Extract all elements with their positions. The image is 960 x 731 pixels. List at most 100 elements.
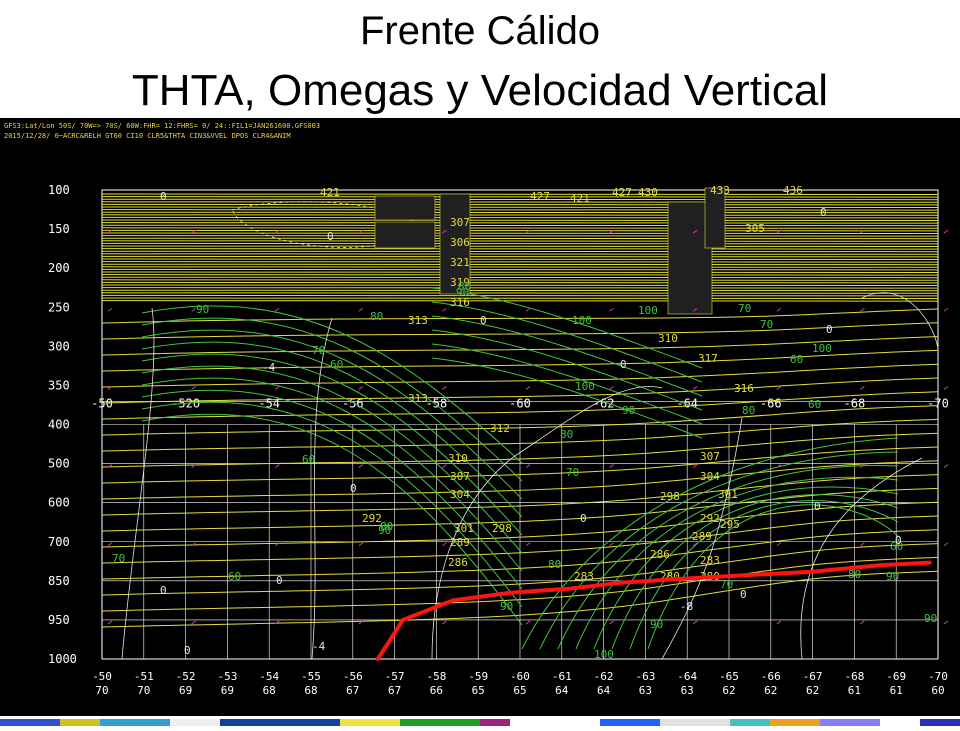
theta-label: 310 (658, 332, 678, 345)
omega-label: 60 (228, 570, 241, 583)
theta-isentrope-upper (101, 206, 939, 208)
theta-isentrope-upper (101, 203, 939, 206)
theta-label: 304 (700, 470, 720, 483)
cross-section-chart: 1001502002503003504005006007008509501000… (48, 183, 949, 697)
bottom-lat-tick-label: 64 (597, 684, 611, 697)
wind-barb (442, 542, 447, 547)
theta-isentrope-upper (101, 211, 939, 214)
theta-isentrope (101, 405, 939, 436)
bottom-lon-tick-label: -69 (886, 670, 906, 683)
slide-title: Frente Cálido THTA, Omegas y Velocidad V… (0, 0, 960, 118)
wind-barb (274, 542, 280, 547)
theta-label: 298 (492, 522, 512, 535)
wind-barb (525, 542, 531, 547)
theta-isentrope-upper (101, 193, 939, 195)
theta-label: 436 (783, 184, 803, 197)
color-strip-segment (730, 719, 770, 726)
theta-isentrope-upper (101, 258, 939, 260)
wind-barb (107, 542, 113, 547)
wind-barb (943, 229, 949, 234)
theta-isentrope-upper (101, 240, 939, 242)
pressure-tick-label: 700 (48, 535, 70, 549)
wind-barb (442, 464, 447, 468)
bottom-lat-tick-label: 62 (764, 684, 777, 697)
omega-label: 90 (456, 286, 469, 299)
vvel-label: -8 (680, 600, 693, 613)
bottom-lat-tick-label: 65 (472, 684, 485, 697)
omega-contour (431, 301, 703, 383)
wind-barb (191, 464, 196, 468)
wind-barb (274, 307, 280, 312)
theta-label: 295 (720, 518, 740, 531)
bottom-lon-tick-label: -55 (301, 670, 321, 683)
vvel-label: 0 (895, 534, 902, 547)
omega-label: 100 (575, 380, 595, 393)
theta-isentrope-upper (101, 289, 939, 292)
theta-label: 433 (710, 184, 730, 197)
theta-isentrope-upper (101, 281, 939, 284)
wind-barb (692, 542, 698, 547)
theta-isentrope-upper (101, 263, 939, 266)
omega-label: 60 (302, 453, 315, 466)
vvel-label: 0 (814, 500, 821, 513)
omega-contour (431, 329, 703, 411)
cross-section-panel: GFS3:Lat/Lon 50S/ 70W=> 70S/ 60W:FHR= 12… (0, 118, 960, 716)
tropopause-block (374, 195, 436, 221)
omega-contour (141, 389, 523, 590)
bottom-lat-tick-label: 70 (137, 684, 150, 697)
omega-label: 70 (720, 578, 733, 591)
bottom-lat-tick-label: 70 (95, 684, 108, 697)
vvel-contour (121, 307, 155, 660)
bottom-lon-tick-label: -58 (426, 670, 446, 683)
bottom-lon-tick-label: -63 (635, 670, 655, 683)
color-strip-segment (820, 719, 880, 726)
title-line-1: Frente Cálido (359, 9, 601, 53)
theta-isentrope-upper (101, 227, 939, 229)
omega-contour (521, 437, 899, 650)
omega-contour (431, 315, 703, 397)
vvel-label: 0 (327, 230, 334, 243)
omega-contour (629, 500, 899, 650)
omega-label: 80 (742, 404, 755, 417)
bottom-lat-tick-label: 69 (221, 684, 234, 697)
bottom-lon-tick-label: -51 (134, 670, 154, 683)
bottom-lat-tick-label: 64 (555, 684, 569, 697)
bottom-lat-tick-label: 68 (304, 684, 317, 697)
vvel-label: 0 (740, 588, 747, 601)
wind-barb (525, 620, 531, 625)
theta-isentrope-upper (101, 248, 939, 250)
wind-barb (609, 229, 614, 234)
theta-label: 310 (448, 452, 468, 465)
mid-axis-tick-label: -50 (91, 396, 113, 410)
model-header-line-2: 2015/12/28/ 0~ACRC&RELH GT60 CI10 CLR5&T… (4, 132, 291, 140)
wind-barb (525, 464, 531, 468)
theta-isentrope-upper (101, 284, 939, 286)
vvel-label: 0 (820, 206, 827, 219)
theta-isentrope (101, 363, 939, 388)
tropopause-block (667, 201, 713, 315)
theta-isentrope-upper (101, 297, 939, 299)
omega-label: 90 (650, 618, 663, 631)
theta-isentrope-upper (101, 224, 939, 227)
wind-barb (274, 464, 280, 468)
theta-isentrope-upper (101, 279, 939, 281)
omega-label: 80 (560, 428, 573, 441)
omega-label: 100 (594, 648, 614, 661)
theta-isentrope (101, 432, 939, 468)
vvel-label: 0 (160, 584, 167, 597)
theta-label: 283 (574, 570, 594, 583)
theta-isentrope-upper (101, 242, 939, 245)
tropopause-blocks (374, 187, 726, 315)
theta-isentrope-upper (101, 261, 939, 263)
pressure-tick-label: 200 (48, 261, 70, 275)
vvel-label: 0 (620, 358, 627, 371)
pressure-tick-label: 500 (48, 457, 70, 471)
wind-barb (776, 620, 782, 625)
omega-contour (141, 353, 523, 536)
theta-isentrope (101, 487, 939, 532)
bottom-lat-tick-label: 60 (931, 684, 944, 697)
omega-contour (141, 341, 523, 518)
color-strip-segment (510, 719, 600, 726)
title-line-2: THTA, Omegas y Velocidad Vertical (131, 66, 829, 115)
vvel-label: -4 (312, 640, 326, 653)
